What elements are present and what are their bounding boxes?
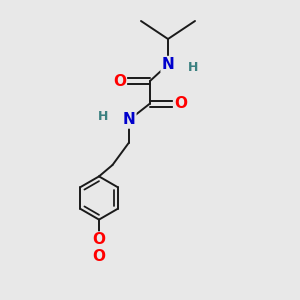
Text: N: N [123,112,135,128]
Text: O: O [113,74,126,88]
Text: O: O [92,249,106,264]
Text: N: N [162,57,174,72]
Text: H: H [188,61,199,74]
Text: H: H [98,110,109,124]
Text: O: O [92,232,106,247]
Text: O: O [174,96,187,111]
